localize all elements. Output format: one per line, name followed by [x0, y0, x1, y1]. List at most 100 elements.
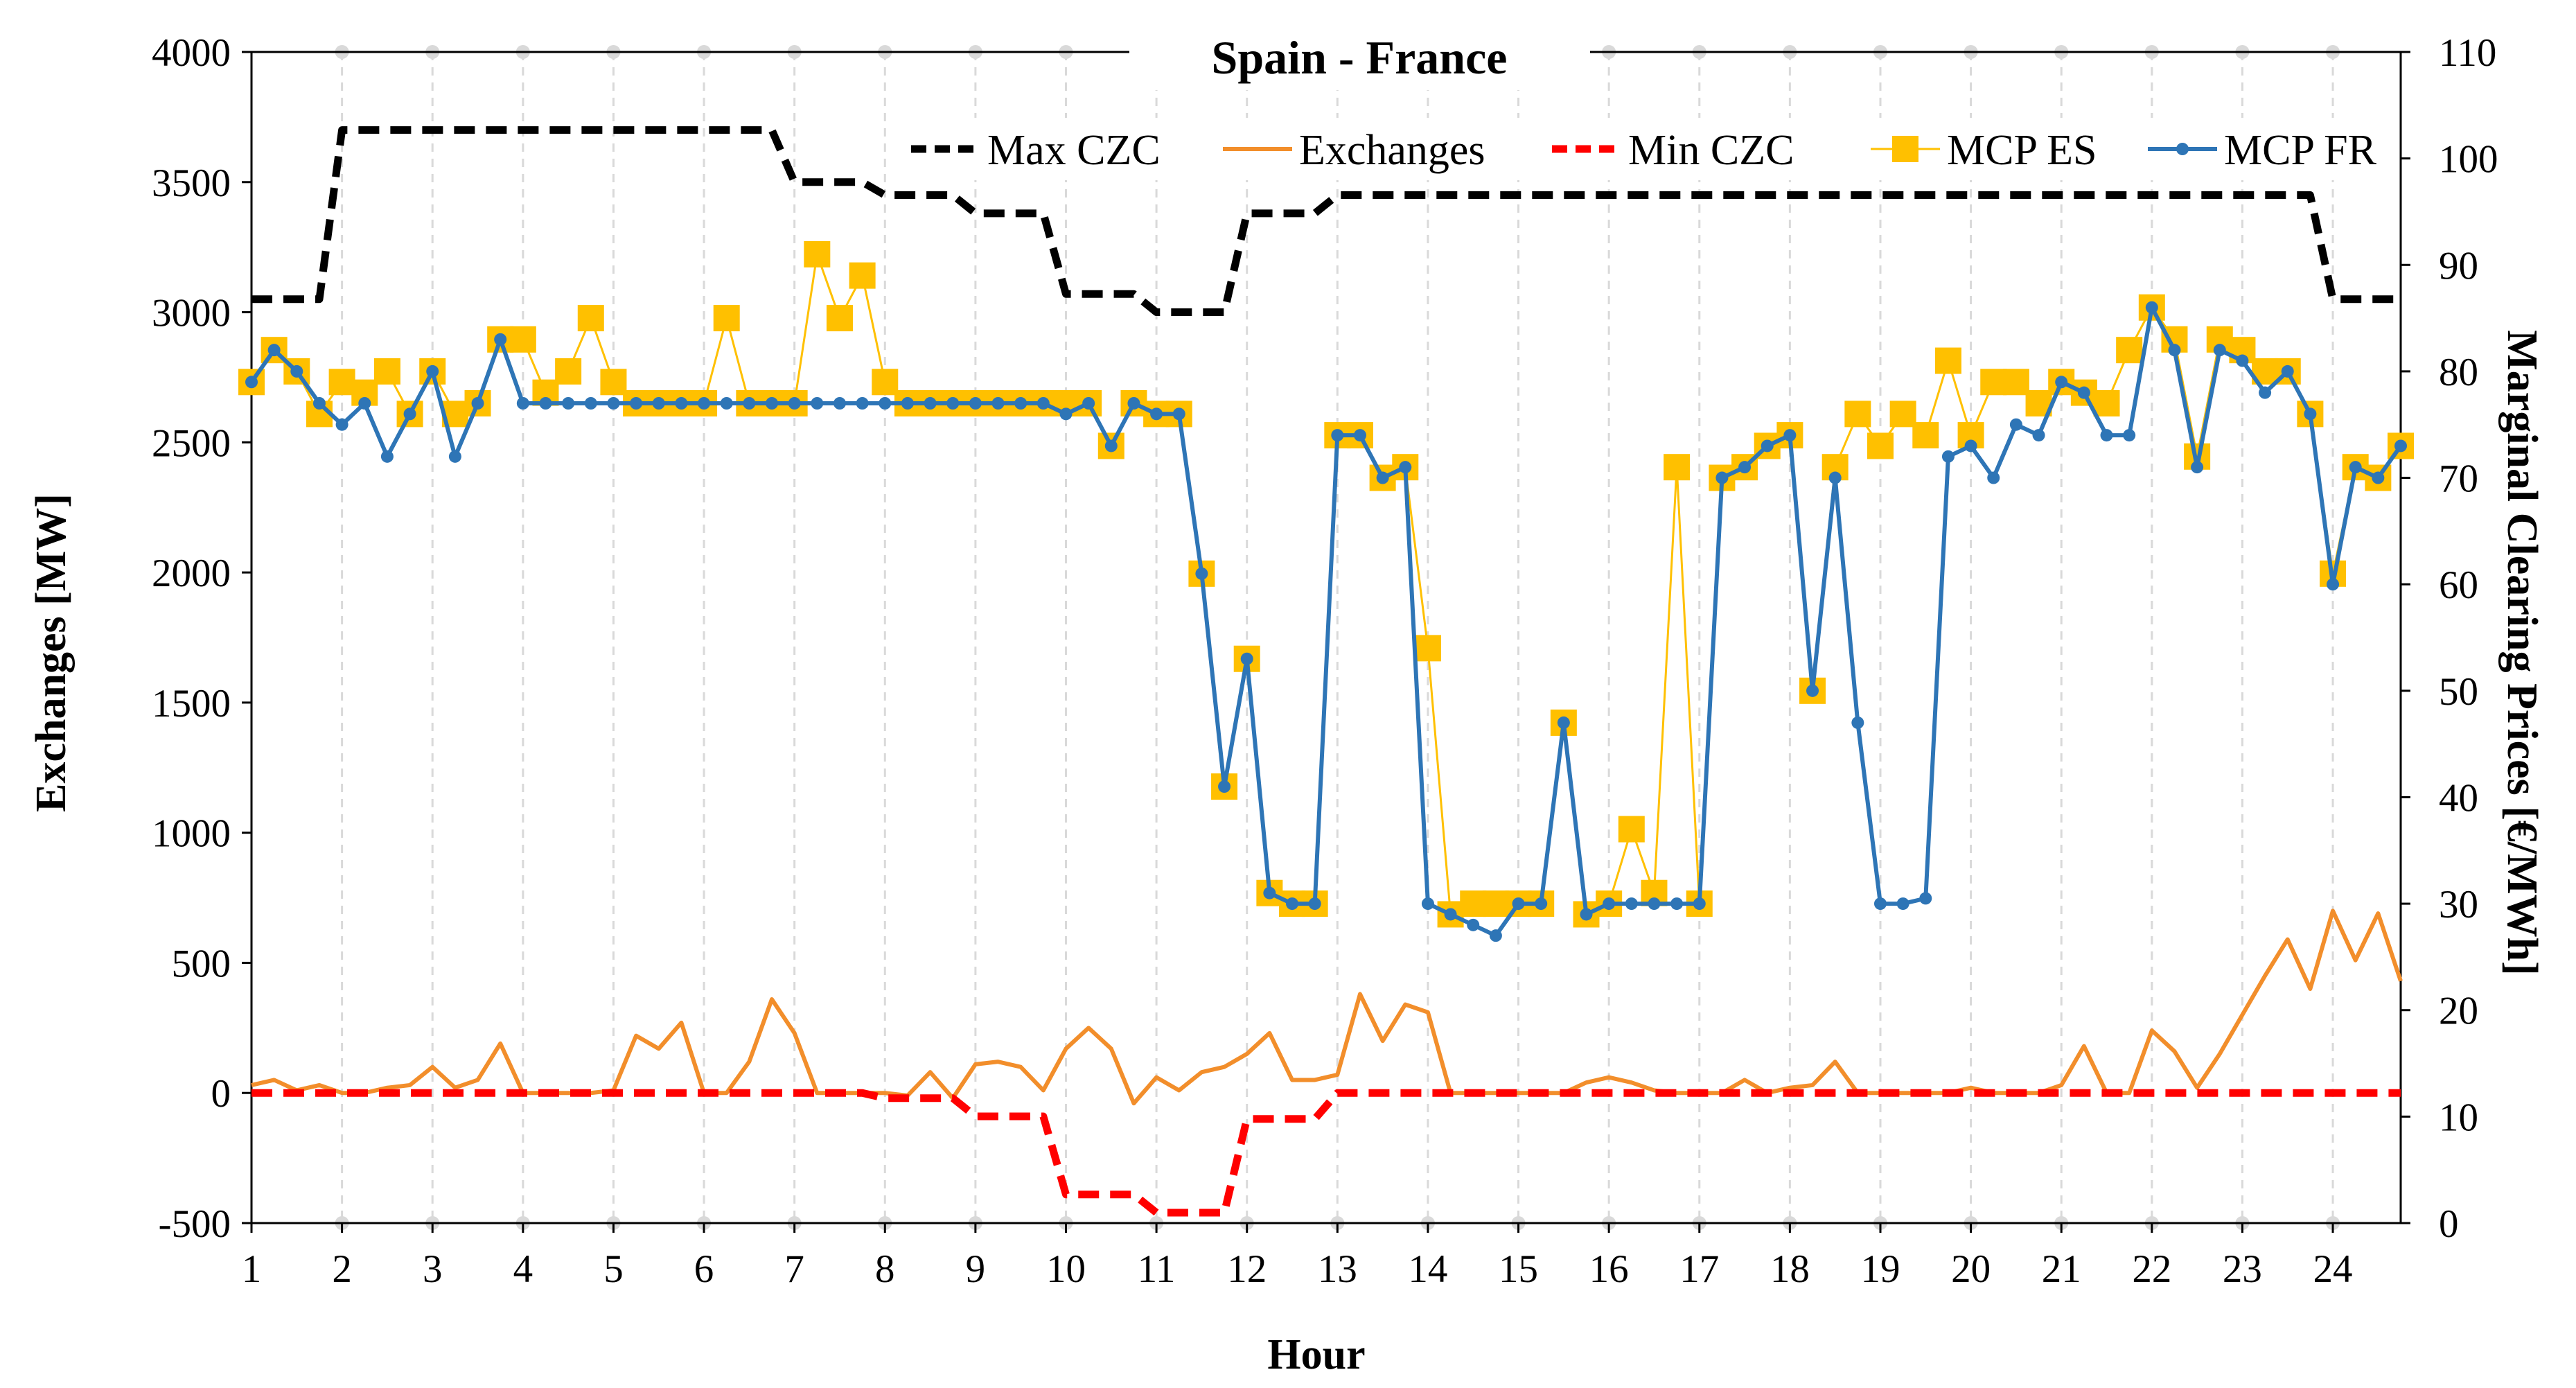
point-mcp-fr — [1308, 897, 1321, 911]
x-tick-label: 21 — [2042, 1247, 2081, 1291]
point-mcp-fr — [811, 397, 824, 410]
legend-label-exchanges: Exchanges — [1299, 127, 1485, 174]
point-mcp-fr — [924, 397, 937, 410]
point-mcp-fr — [1399, 461, 1412, 474]
point-mcp-fr — [856, 397, 869, 410]
point-mcp-fr — [698, 397, 711, 410]
x-tick-label: 23 — [2223, 1247, 2262, 1291]
x-tick-label: 7 — [784, 1247, 804, 1291]
y-right-tick-label: 70 — [2439, 457, 2478, 501]
legend-marker-mcp-fr — [2176, 143, 2189, 155]
y-right-tick-label: 40 — [2439, 776, 2478, 820]
point-mcp-fr — [1104, 439, 1118, 453]
point-mcp-es — [1889, 401, 1916, 428]
point-mcp-fr — [2009, 418, 2022, 431]
y-right-ticks: 0 10 20 30 40 50 60 70 80 90 100 110 — [2401, 31, 2498, 1246]
x-ticks: 1 2 3 4 5 6 7 8 9 10 11 12 13 14 15 16 17 18 19 20 21 22 23 24 — [242, 1223, 2353, 1291]
x-tick-label: 10 — [1046, 1247, 1086, 1291]
x-tick-label: 2 — [332, 1247, 352, 1291]
point-mcp-fr — [2168, 344, 2181, 357]
point-mcp-fr — [1557, 716, 1570, 729]
y-right-tick-label: 30 — [2439, 883, 2478, 926]
y-left-tick-label: 3000 — [152, 292, 231, 335]
point-mcp-fr — [539, 397, 552, 410]
y-left-tick-label: 2000 — [152, 552, 231, 595]
y-axis-label-right: Marginal Clearing Prices [€/MWh] — [2498, 330, 2546, 976]
point-mcp-fr — [1489, 929, 1502, 942]
legend-background — [894, 118, 2397, 180]
x-tick-label: 16 — [1589, 1247, 1629, 1291]
point-mcp-fr — [652, 397, 665, 410]
point-mcp-fr — [1964, 439, 1977, 453]
point-mcp-fr — [2055, 376, 2068, 389]
point-mcp-fr — [2032, 429, 2045, 442]
legend-label-mcp-fr: MCP FR — [2224, 127, 2377, 174]
point-mcp-fr — [1036, 397, 1050, 410]
point-mcp-es — [1912, 422, 1939, 449]
y-right-tick-label: 100 — [2439, 138, 2498, 182]
x-tick-label: 4 — [513, 1247, 533, 1291]
y-left-tick-label: 2500 — [152, 421, 231, 465]
point-mcp-fr — [1625, 897, 1638, 911]
point-mcp-fr — [1873, 897, 1887, 911]
point-mcp-es — [713, 305, 740, 332]
point-mcp-fr — [1082, 397, 1095, 410]
point-mcp-es — [373, 358, 400, 385]
y-right-tick-label: 60 — [2439, 563, 2478, 607]
point-mcp-fr — [2145, 301, 2158, 314]
point-mcp-fr — [991, 397, 1005, 410]
point-mcp-fr — [516, 397, 529, 410]
point-mcp-es — [2116, 337, 2143, 364]
point-mcp-fr — [766, 397, 779, 410]
legend-marker-mcp-es — [1892, 136, 1918, 162]
y-left-tick-label: 1000 — [152, 812, 231, 856]
point-mcp-fr — [1851, 716, 1864, 729]
point-mcp-fr — [1580, 908, 1593, 921]
point-mcp-fr — [1331, 429, 1344, 442]
x-tick-label: 3 — [423, 1247, 443, 1291]
point-mcp-es — [1482, 890, 1509, 917]
y-right-tick-label: 110 — [2439, 31, 2496, 75]
point-mcp-es — [555, 358, 582, 385]
point-mcp-fr — [1761, 439, 1774, 453]
legend: Max CZC Exchanges Min CZC MCP ES MCP FR — [894, 118, 2397, 180]
x-tick-label: 19 — [1860, 1247, 1900, 1291]
x-tick-label: 11 — [1138, 1247, 1176, 1291]
y-axis-label-left: Exchanges [MW] — [28, 493, 75, 812]
point-mcp-fr — [1263, 886, 1276, 899]
point-mcp-es — [826, 305, 853, 332]
point-mcp-fr — [2281, 364, 2294, 378]
series-group — [238, 126, 2414, 1217]
x-tick-label: 1 — [242, 1247, 262, 1291]
y-left-tick-label: 500 — [172, 942, 231, 985]
legend-label-min-czc: Min CZC — [1628, 127, 1794, 174]
point-mcp-fr — [267, 344, 281, 357]
x-tick-label: 14 — [1408, 1247, 1447, 1291]
point-mcp-fr — [675, 397, 688, 410]
point-mcp-fr — [1150, 407, 1163, 421]
point-mcp-fr — [1670, 897, 1684, 911]
legend-label-mcp-es: MCP ES — [1947, 127, 2097, 174]
point-mcp-fr — [403, 407, 416, 421]
point-mcp-fr — [1693, 897, 1706, 911]
grid-lines — [335, 45, 2340, 1230]
point-mcp-fr — [245, 376, 258, 389]
point-mcp-fr — [2236, 354, 2249, 367]
point-mcp-es — [804, 240, 831, 267]
y-right-tick-label: 80 — [2439, 351, 2478, 394]
x-tick-label: 18 — [1770, 1247, 1810, 1291]
point-mcp-es — [600, 369, 627, 396]
point-mcp-fr — [1059, 407, 1073, 421]
x-tick-label: 5 — [603, 1247, 624, 1291]
point-mcp-fr — [1353, 429, 1366, 442]
point-mcp-fr — [2304, 407, 2317, 421]
point-mcp-es — [2093, 390, 2120, 416]
x-tick-label: 15 — [1499, 1247, 1538, 1291]
point-mcp-fr — [743, 397, 756, 410]
point-mcp-fr — [2123, 429, 2136, 442]
point-mcp-fr — [562, 397, 575, 410]
y-left-tick-label: 1500 — [152, 682, 231, 726]
point-mcp-fr — [1421, 897, 1434, 911]
point-mcp-fr — [1444, 908, 1457, 921]
x-tick-label: 9 — [966, 1247, 986, 1291]
